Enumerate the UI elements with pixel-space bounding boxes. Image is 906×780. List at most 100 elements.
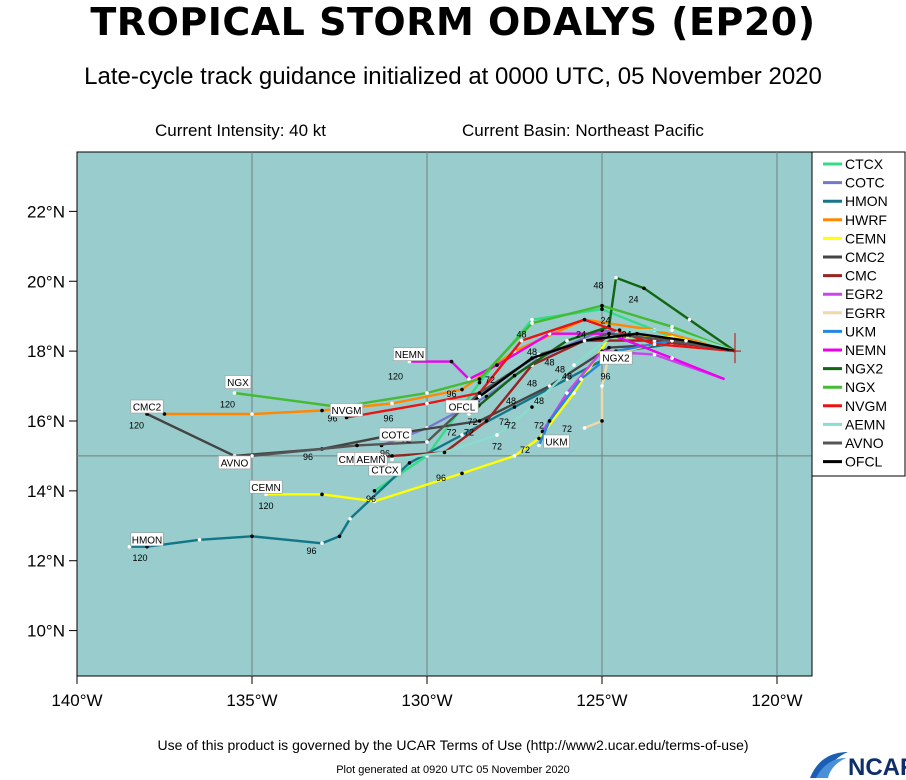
track-point (684, 338, 688, 343)
track-point (537, 436, 541, 441)
track-tag-box (130, 532, 164, 547)
track-point (600, 307, 604, 312)
track-tag-label: CTCX (371, 465, 399, 476)
legend-label-hwrf: HWRF (845, 212, 887, 228)
forecast-hour-label: 72 (485, 375, 495, 385)
legend-label-aemn: AEMN (845, 416, 885, 432)
track-tag-nvgm: NVGM (329, 403, 363, 417)
chart-title: TROPICAL STORM ODALYS (EP20) (90, 0, 816, 44)
track-tag-label: CMC2 (133, 403, 162, 414)
track-point (512, 454, 517, 458)
forecast-hour-label: 96 (600, 372, 610, 382)
track-tag-box (354, 452, 388, 466)
forecast-hour-label: 72 (492, 441, 502, 451)
forecast-hour-label: 48 (527, 379, 537, 389)
track-point (512, 373, 517, 378)
track-point (565, 377, 569, 381)
track-point (467, 377, 471, 381)
forecast-hour-label: 72 (534, 420, 544, 430)
track-point (320, 408, 324, 413)
forecast-hour-label: 72 (464, 427, 474, 437)
track-point (582, 426, 587, 430)
track-nemn (409, 332, 725, 381)
track-point (477, 380, 482, 385)
track-point (670, 356, 674, 360)
track-tag-label: NVGM (332, 406, 362, 417)
track-tag-label: OFCL (449, 403, 476, 414)
track-point (477, 377, 482, 381)
track-point (460, 433, 464, 437)
track-point (607, 345, 611, 350)
track-point (477, 419, 482, 423)
track-point (642, 286, 646, 291)
track-tag-hmon: HMON (130, 532, 164, 547)
forecast-hour-label: 120 (388, 372, 403, 382)
track-point (425, 440, 429, 444)
track-point (477, 394, 482, 399)
track-point (355, 443, 359, 448)
legend-label-egr2: EGR2 (845, 286, 883, 302)
track-point (635, 331, 639, 336)
forecast-hour-label: 96 (446, 389, 456, 399)
legend-label-ukm: UKM (845, 323, 876, 339)
track-tag-box (249, 480, 283, 494)
track-point (372, 499, 377, 504)
track-point (600, 384, 604, 388)
track-point (579, 377, 583, 381)
legend-label-cotc: COTC (845, 175, 885, 191)
track-point (232, 391, 237, 395)
forecast-hour-label: 72 (562, 424, 572, 434)
track-point (250, 454, 254, 458)
y-tick-label: 20°N (27, 272, 65, 291)
track-tag-box (392, 347, 426, 361)
y-tick-label: 10°N (27, 622, 65, 641)
forecast-hour-label: 72 (446, 427, 456, 437)
ncar-logo: NCAR (810, 752, 906, 780)
track-tag-cemn: CEMN (249, 480, 283, 494)
track-tag-label: AEMN (357, 455, 386, 466)
track-point (337, 534, 342, 539)
track-tag-ngx: NGX (224, 375, 252, 389)
legend-label-egrr: EGRR (845, 305, 885, 321)
current-intensity: Current Intensity: 40 kt (155, 121, 327, 140)
forecast-hour-label: 72 (506, 420, 516, 430)
track-point (348, 517, 352, 521)
forecast-hour-label: 48 (593, 281, 603, 291)
track-point (530, 321, 534, 325)
y-tick-label: 18°N (27, 342, 65, 361)
legend-label-ngx: NGX (845, 379, 876, 395)
track-point (372, 489, 377, 493)
forecast-hour-label: 120 (258, 501, 273, 511)
track-point (127, 544, 132, 549)
track-tag-label: NGX2 (602, 354, 630, 365)
forecast-hour-label: 96 (383, 413, 393, 423)
track-point (390, 401, 394, 406)
track-point (565, 391, 569, 395)
forecast-hour-label: 48 (527, 347, 537, 357)
track-point (572, 391, 576, 395)
track-tag-label: UKM (545, 437, 567, 448)
track-point (547, 419, 552, 423)
forecast-hour-label: 48 (506, 396, 516, 406)
forecast-hour-label: 72 (467, 417, 477, 427)
track-tag-box (445, 399, 479, 414)
track-point (250, 412, 254, 416)
legend-label-cemn: CEMN (845, 230, 886, 246)
track-tag-box (599, 350, 633, 365)
track-point (530, 317, 534, 322)
y-tick-label: 12°N (27, 552, 65, 571)
forecast-hour-label: 48 (544, 358, 554, 368)
forecast-hour-label: 48 (555, 365, 565, 375)
track-point (670, 328, 674, 332)
track-point (425, 391, 429, 395)
track-point (582, 338, 587, 343)
track-ngx2 (468, 276, 736, 415)
x-tick-label: 130°W (401, 691, 452, 710)
current-basin: Current Basin: Northeast Pacific (462, 121, 704, 140)
forecast-hour-label: 72 (520, 445, 530, 455)
forecast-hour-label: 48 (534, 396, 544, 406)
track-point (460, 387, 464, 392)
track-tag-label: AVNO (221, 458, 249, 469)
legend-label-ngx2: NGX2 (845, 361, 883, 377)
track-point (572, 363, 576, 367)
